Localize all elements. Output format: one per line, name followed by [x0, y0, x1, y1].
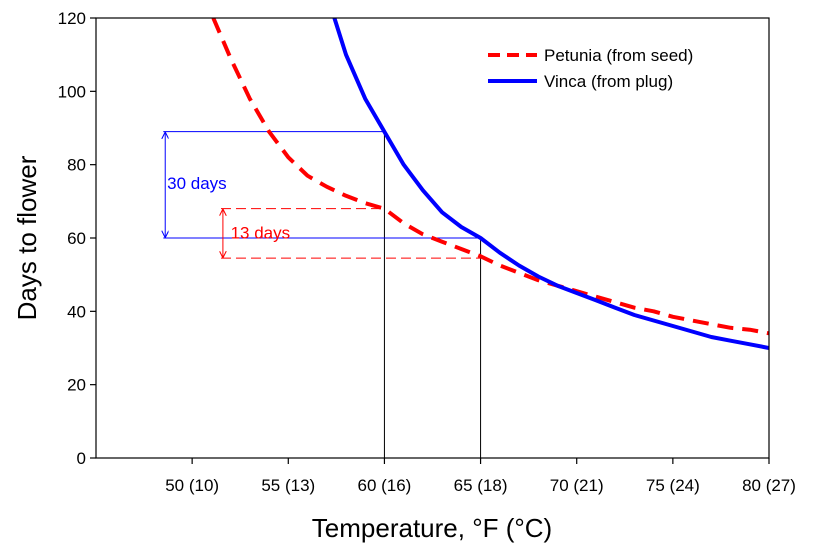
x-tick-label: 50 (10) — [165, 476, 219, 495]
series-line-petunia — [211, 18, 769, 336]
x-tick-label: 80 (27) — [742, 476, 796, 495]
y-tick-label: 100 — [58, 82, 86, 101]
x-tick-label: 55 (13) — [261, 476, 315, 495]
x-tick-label: 75 (24) — [646, 476, 700, 495]
series-layer — [211, 18, 769, 350]
x-tick-label: 70 (21) — [550, 476, 604, 495]
x-axis-label: Temperature, °F (°C) — [312, 513, 552, 543]
y-tick-label: 80 — [67, 156, 86, 175]
y-tick-label: 40 — [67, 302, 86, 321]
y-axis-label: Days to flower — [12, 155, 42, 320]
y-tick-label: 60 — [67, 229, 86, 248]
x-tick-label: 65 (18) — [454, 476, 508, 495]
legend-label-petunia: Petunia (from seed) — [544, 46, 693, 65]
axes-layer: 0 20 40 60 80 100 120 50 (10) 55 (13) 60 (16) 65 (… — [58, 9, 796, 495]
legend-label-vinca: Vinca (from plug) — [544, 72, 673, 91]
annotation-label-petunia-difference: 13 days — [231, 224, 291, 243]
x-tick-label: 60 (16) — [357, 476, 411, 495]
y-tick-label: 0 — [77, 449, 86, 468]
legend: Petunia (from seed) Vinca (from plug) — [488, 46, 693, 91]
y-tick-label: 20 — [67, 376, 86, 395]
annotation-label-vinca-difference: 30 days — [167, 174, 227, 193]
y-tick-label: 120 — [58, 9, 86, 28]
series-line-vinca — [332, 18, 769, 350]
annotations-layer: 30 days 13 days — [165, 133, 290, 257]
guides-layer — [163, 131, 482, 458]
